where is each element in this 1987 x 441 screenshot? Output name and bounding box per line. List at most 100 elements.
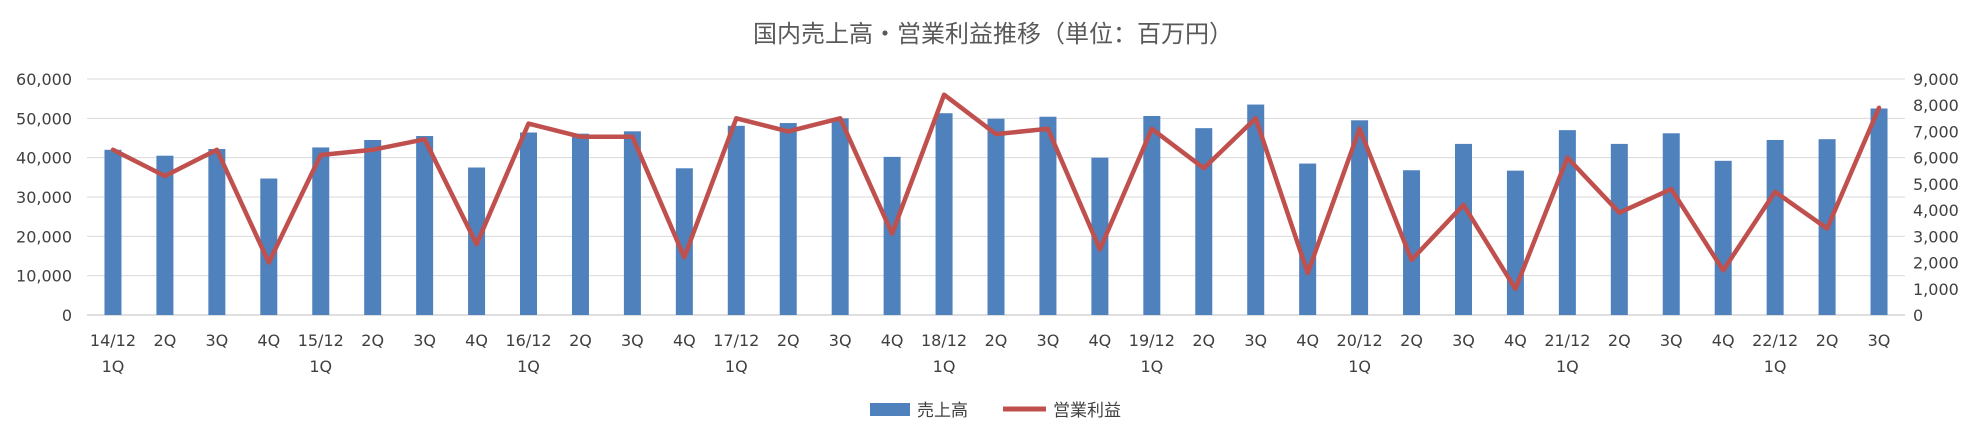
x-tick-label: 17/12 bbox=[713, 331, 759, 350]
bar-sales bbox=[675, 168, 693, 315]
bar-sales bbox=[935, 113, 953, 315]
x-tick-label: 3Q bbox=[621, 331, 644, 350]
x-tick-label: 2Q bbox=[1192, 331, 1215, 350]
bar-sales bbox=[156, 155, 174, 315]
y-right-tick-label: 3,000 bbox=[1913, 227, 1959, 246]
bar-sales bbox=[1195, 128, 1213, 315]
bar-sales bbox=[987, 118, 1005, 315]
bar-sales bbox=[1558, 130, 1576, 315]
bar-sales bbox=[779, 123, 797, 315]
x-tick-label: 4Q bbox=[1296, 331, 1319, 350]
y-right-tick-label: 8,000 bbox=[1913, 96, 1959, 115]
bar-sales bbox=[1766, 139, 1784, 315]
x-tick-label: 4Q bbox=[1504, 331, 1527, 350]
x-tick-label: 3Q bbox=[413, 331, 436, 350]
x-tick-label: 2Q bbox=[985, 331, 1008, 350]
y-left-tick-label: 10,000 bbox=[16, 267, 72, 286]
x-tick-label: 16/12 bbox=[505, 331, 551, 350]
bar-sales bbox=[1351, 120, 1369, 315]
x-tick-label: 2Q bbox=[361, 331, 384, 350]
bar-sales bbox=[208, 149, 226, 315]
bar-sales bbox=[260, 178, 278, 315]
bar-sales bbox=[1506, 170, 1524, 315]
bar-sales bbox=[1299, 163, 1317, 315]
x-tick-label: 1Q bbox=[1764, 357, 1787, 376]
x-tick-label: 2Q bbox=[154, 331, 177, 350]
bar-sales bbox=[312, 147, 330, 315]
x-tick-label: 1Q bbox=[1556, 357, 1579, 376]
y-right-tick-label: 5,000 bbox=[1913, 175, 1959, 194]
bar-sales bbox=[1039, 116, 1057, 315]
x-tick-label: 3Q bbox=[1868, 331, 1891, 350]
y-right-tick-label: 4,000 bbox=[1913, 201, 1959, 220]
x-tick-label: 4Q bbox=[673, 331, 696, 350]
x-tick-label: 1Q bbox=[102, 357, 125, 376]
y-left-tick-label: 60,000 bbox=[16, 70, 72, 89]
bar-sales bbox=[1143, 115, 1161, 316]
bar-sales bbox=[831, 118, 849, 315]
bar-sales bbox=[1870, 108, 1888, 315]
bar-sales bbox=[1091, 157, 1109, 315]
x-tick-label: 3Q bbox=[1244, 331, 1267, 350]
x-tick-label: 3Q bbox=[1037, 331, 1060, 350]
legend-swatch-sales bbox=[870, 403, 910, 416]
y-axis-right: 0 1,000 2,000 3,000 4,000 5,000 6,000 7,000 8,00… bbox=[1913, 70, 1959, 325]
x-tick-label: 18/12 bbox=[921, 331, 967, 350]
x-tick-label: 4Q bbox=[257, 331, 280, 350]
y-left-tick-label: 40,000 bbox=[16, 149, 72, 168]
bar-sales bbox=[520, 132, 538, 315]
x-tick-label: 2Q bbox=[1608, 331, 1631, 350]
x-tick-label: 4Q bbox=[465, 331, 488, 350]
bar-sales bbox=[1610, 143, 1628, 315]
x-tick-label: 4Q bbox=[1712, 331, 1735, 350]
y-axis-left: 0 10,000 20,000 30,000 40,000 50,000 60,000 bbox=[16, 70, 72, 325]
x-tick-label: 2Q bbox=[1816, 331, 1839, 350]
x-tick-label: 1Q bbox=[517, 357, 540, 376]
x-tick-label: 21/12 bbox=[1544, 331, 1590, 350]
bar-sales bbox=[727, 125, 745, 315]
bar-sales bbox=[571, 133, 589, 315]
x-tick-label: 4Q bbox=[1088, 331, 1111, 350]
y-left-tick-label: 20,000 bbox=[16, 227, 72, 246]
chart-title: 国内売上高・営業利益推移（単位：百万円） bbox=[753, 20, 1233, 48]
bar-sales bbox=[1454, 143, 1472, 315]
bar-sales bbox=[1247, 104, 1265, 315]
bar-sales bbox=[104, 149, 122, 315]
x-tick-label: 2Q bbox=[1400, 331, 1423, 350]
line-series-operating-profit bbox=[110, 92, 1882, 292]
x-tick-label: 3Q bbox=[1452, 331, 1475, 350]
legend-label-operating-profit: 営業利益 bbox=[1053, 401, 1121, 421]
y-right-tick-label: 6,000 bbox=[1913, 149, 1959, 168]
y-left-tick-label: 30,000 bbox=[16, 188, 72, 207]
legend: 売上高 営業利益 bbox=[870, 401, 1121, 421]
x-tick-label: 19/12 bbox=[1129, 331, 1175, 350]
x-tick-label: 2Q bbox=[569, 331, 592, 350]
x-tick-label: 1Q bbox=[725, 357, 748, 376]
bar-sales bbox=[416, 136, 434, 315]
x-axis: 14/12 1Q 2Q 3Q 4Q 15/12 1Q 2Q 3Q 4Q 16/12 1Q 2Q 3Q 4Q 1… bbox=[90, 331, 1891, 376]
x-tick-label: 3Q bbox=[829, 331, 852, 350]
bar-sales bbox=[1662, 133, 1680, 315]
y-right-tick-label: 7,000 bbox=[1913, 122, 1959, 141]
x-tick-label: 4Q bbox=[881, 331, 904, 350]
x-tick-label: 3Q bbox=[205, 331, 228, 350]
x-tick-label: 3Q bbox=[1660, 331, 1683, 350]
y-right-tick-label: 2,000 bbox=[1913, 254, 1959, 273]
bar-series-sales bbox=[104, 104, 1888, 316]
x-tick-label: 1Q bbox=[1140, 357, 1163, 376]
x-tick-label: 1Q bbox=[309, 357, 332, 376]
x-tick-label: 22/12 bbox=[1752, 331, 1798, 350]
legend-label-sales: 売上高 bbox=[917, 401, 968, 421]
y-right-tick-label: 0 bbox=[1913, 306, 1923, 325]
x-tick-label: 14/12 bbox=[90, 331, 136, 350]
bar-sales bbox=[1403, 170, 1421, 315]
y-left-tick-label: 0 bbox=[62, 306, 72, 325]
bar-sales bbox=[364, 139, 382, 315]
x-tick-label: 15/12 bbox=[298, 331, 344, 350]
y-left-tick-label: 50,000 bbox=[16, 109, 72, 128]
x-tick-label: 1Q bbox=[933, 357, 956, 376]
x-tick-label: 2Q bbox=[777, 331, 800, 350]
x-tick-label: 20/12 bbox=[1337, 331, 1383, 350]
bar-sales bbox=[1714, 160, 1732, 315]
y-right-tick-label: 1,000 bbox=[1913, 280, 1959, 299]
